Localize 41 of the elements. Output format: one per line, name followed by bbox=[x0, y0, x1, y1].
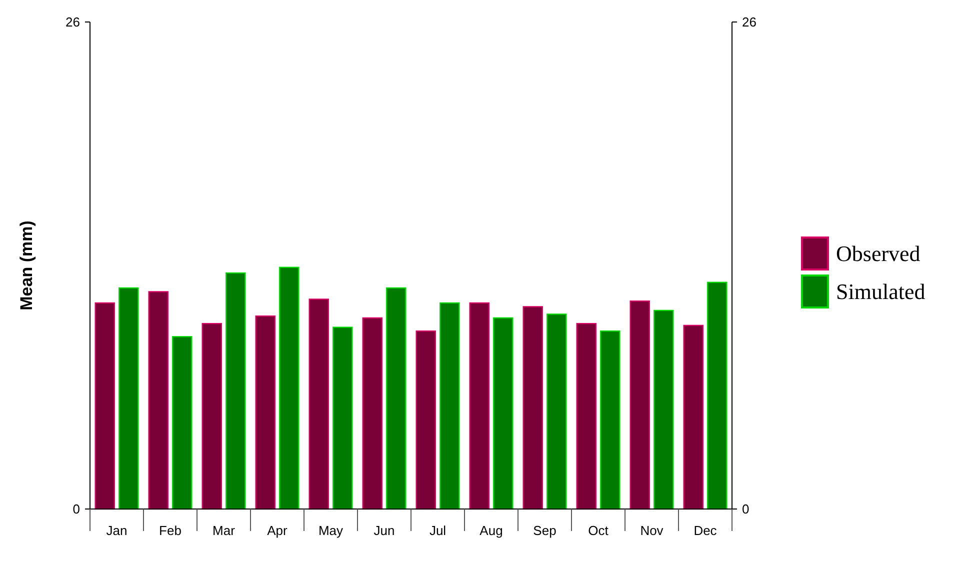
bar bbox=[683, 324, 704, 510]
y-axis-title: Mean (mm) bbox=[17, 220, 36, 310]
bar bbox=[493, 317, 514, 510]
x-tick-label: Dec bbox=[694, 523, 718, 538]
bar bbox=[440, 302, 460, 510]
x-tick-label: Oct bbox=[588, 523, 609, 538]
bar bbox=[469, 302, 490, 510]
x-tick-label: Apr bbox=[267, 523, 288, 538]
x-tick-label: Jan bbox=[106, 523, 128, 538]
bar bbox=[362, 317, 382, 510]
x-tick-label: Aug bbox=[480, 523, 503, 538]
bar bbox=[386, 287, 406, 510]
x-tick-label: Jul bbox=[429, 523, 446, 538]
bar bbox=[654, 310, 674, 510]
bar bbox=[332, 326, 353, 510]
bar bbox=[707, 282, 728, 510]
legend-label: Simulated bbox=[836, 279, 926, 304]
x-tick-label: Sep bbox=[533, 523, 556, 538]
x-tick-label: May bbox=[318, 523, 344, 538]
legend-label: Observed bbox=[836, 241, 920, 266]
bar bbox=[148, 291, 168, 510]
bar bbox=[118, 287, 139, 510]
bar bbox=[576, 322, 596, 510]
x-tick-label: Jun bbox=[374, 523, 395, 538]
bar bbox=[546, 314, 567, 510]
bar bbox=[600, 330, 620, 510]
bar bbox=[226, 272, 246, 510]
bar bbox=[172, 336, 192, 510]
x-tick-label: Feb bbox=[159, 523, 182, 538]
bar bbox=[308, 298, 329, 510]
bar bbox=[202, 322, 222, 510]
bar bbox=[279, 266, 300, 510]
bar bbox=[416, 330, 436, 510]
x-tick-label: Mar bbox=[212, 523, 236, 538]
bar bbox=[94, 302, 115, 510]
y2-tick-label: 0 bbox=[742, 502, 750, 517]
x-tick-label: Nov bbox=[640, 523, 664, 538]
y2-tick-label: 26 bbox=[742, 14, 756, 30]
bar bbox=[522, 306, 543, 510]
bar bbox=[630, 300, 650, 510]
bar bbox=[255, 315, 276, 510]
